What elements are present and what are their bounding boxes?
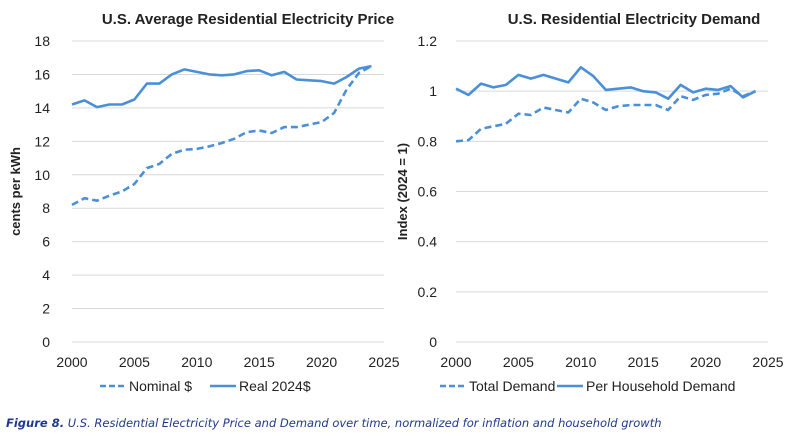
demand-x-tick-label: 2000 (440, 354, 471, 370)
demand-y-tick-label: 0.4 (418, 234, 438, 250)
price-y-tick-label: 10 (34, 167, 50, 183)
price-y-tick-label: 18 (34, 33, 50, 49)
price-y-tick-label: 16 (34, 66, 50, 82)
demand-y-tick-label: 0 (429, 334, 437, 350)
price-y-tick-label: 0 (42, 334, 50, 350)
price-series-real-2024- (71, 64, 372, 109)
figure-caption: Figure 8. U.S. Residential Electricity P… (6, 416, 662, 430)
demand-y-tick-label: 0.6 (418, 184, 438, 200)
price-y-tick-label: 14 (34, 100, 50, 116)
demand-chart-title: U.S. Residential Electricity Demand (508, 11, 761, 28)
price-x-tick-label: 2010 (181, 354, 212, 370)
price-x-tick-label: 2025 (368, 354, 399, 370)
demand-x-tick-label: 2020 (690, 354, 721, 370)
demand-x-tick-label: 2025 (752, 354, 783, 370)
price-chart-title: U.S. Average Residential Electricity Pri… (102, 11, 394, 28)
demand-y-tick-label: 0.8 (418, 133, 438, 149)
price-x-tick-label: 2020 (306, 354, 337, 370)
demand-legend-label: Total Demand (469, 378, 555, 394)
price-y-tick-label: 6 (42, 234, 50, 250)
price-x-tick-label: 2000 (56, 354, 87, 370)
price-y-tick-label: 12 (34, 133, 50, 149)
demand-y-tick-label: 1 (429, 83, 437, 99)
demand-legend-label: Per Household Demand (586, 378, 735, 394)
price-y-axis-title: cents per kWh (8, 147, 23, 236)
demand-y-tick-label: 0.2 (418, 284, 438, 300)
price-y-tick-label: 2 (42, 301, 50, 317)
price-x-tick-label: 2005 (119, 354, 150, 370)
caption-text: U.S. Residential Electricity Price and D… (67, 416, 662, 430)
price-y-tick-label: 4 (42, 267, 50, 283)
demand-series-per-household-demand (455, 66, 757, 100)
price-legend-label: Nominal $ (129, 378, 192, 394)
demand-x-tick-label: 2015 (628, 354, 659, 370)
price-legend-label: Real 2024$ (239, 378, 311, 394)
price-x-tick-label: 2015 (244, 354, 275, 370)
price-y-tick-label: 8 (42, 200, 50, 216)
demand-x-tick-label: 2005 (503, 354, 534, 370)
demand-y-tick-label: 1.2 (418, 33, 438, 49)
demand-y-axis-title: Index (2024 = 1) (395, 143, 410, 240)
price-series-nominal- (71, 64, 373, 207)
demand-x-tick-label: 2010 (565, 354, 596, 370)
caption-label: Figure 8. (6, 416, 65, 430)
demand-series-total-demand (455, 87, 756, 143)
